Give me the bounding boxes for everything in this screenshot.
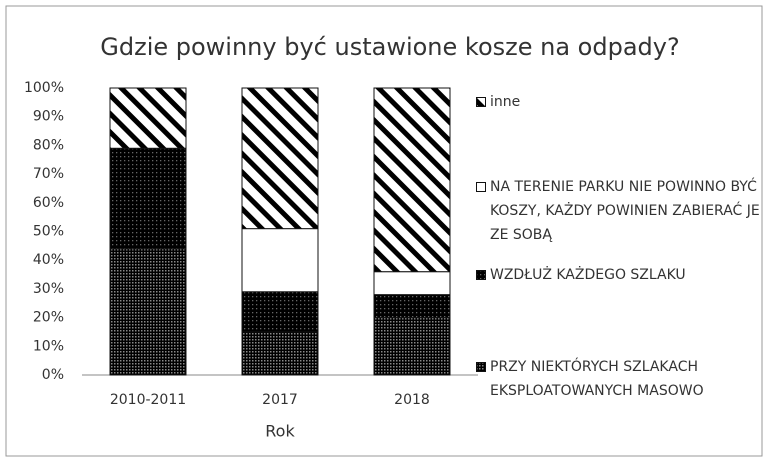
bar-segment [373,271,451,296]
bar-segment [373,294,451,319]
legend-label: WZDŁUŻ KAŻDEGO SZLAKU [490,267,686,283]
legend-label: PRZY NIEKTÓRYCH SZLAKACH EKSPLOATOWANYCH… [490,359,704,399]
x-axis-label: Rok [265,422,295,441]
y-tick-label: 20% [33,310,64,326]
bar-segment [373,317,451,376]
y-tick-label: 40% [33,252,64,268]
bar-segment [241,291,319,333]
y-tick-label: 90% [33,109,64,125]
legend-marker [476,182,486,192]
y-tick-label: 10% [33,338,64,354]
x-tick-label: 2017 [262,392,298,408]
legend-swatch [476,362,486,372]
frame [5,5,763,457]
legend-entry: inne [476,90,761,114]
bar-segment [241,331,319,376]
legend-swatch [476,182,486,192]
y-tick-label: 30% [33,281,64,297]
legend-swatch [476,97,486,107]
y-tick-label: 70% [33,166,64,182]
legend-label: inne [490,94,521,110]
legend-swatch [476,270,486,280]
bar-segment [241,87,319,230]
bar-segment [373,87,451,273]
bar-segment [109,87,187,149]
bar-segment [109,147,187,250]
legend-label: NA TERENIE PARKU NIE POWINNO BYĆ KOSZY, … [490,179,760,243]
y-tick-label: 80% [33,137,64,153]
bar-segment [241,228,319,293]
legend-entry: NA TERENIE PARKU NIE POWINNO BYĆ KOSZY, … [476,175,761,247]
bar-segment [109,248,187,376]
legend-entry: PRZY NIEKTÓRYCH SZLAKACH EKSPLOATOWANYCH… [476,355,761,403]
y-tick-label: 0% [42,367,64,383]
y-tick-label: 60% [33,195,64,211]
x-tick-label: 2018 [394,392,430,408]
y-tick-label: 100% [24,80,64,96]
legend-entry: WZDŁUŻ KAŻDEGO SZLAKU [476,263,761,287]
legend-marker [476,362,486,372]
chart-title: Gdzie powinny być ustawione kosze na odp… [100,33,679,61]
y-tick-label: 50% [33,224,64,240]
x-tick-label: 2010-2011 [110,392,186,408]
legend-marker [476,97,486,107]
legend-marker [476,270,486,280]
